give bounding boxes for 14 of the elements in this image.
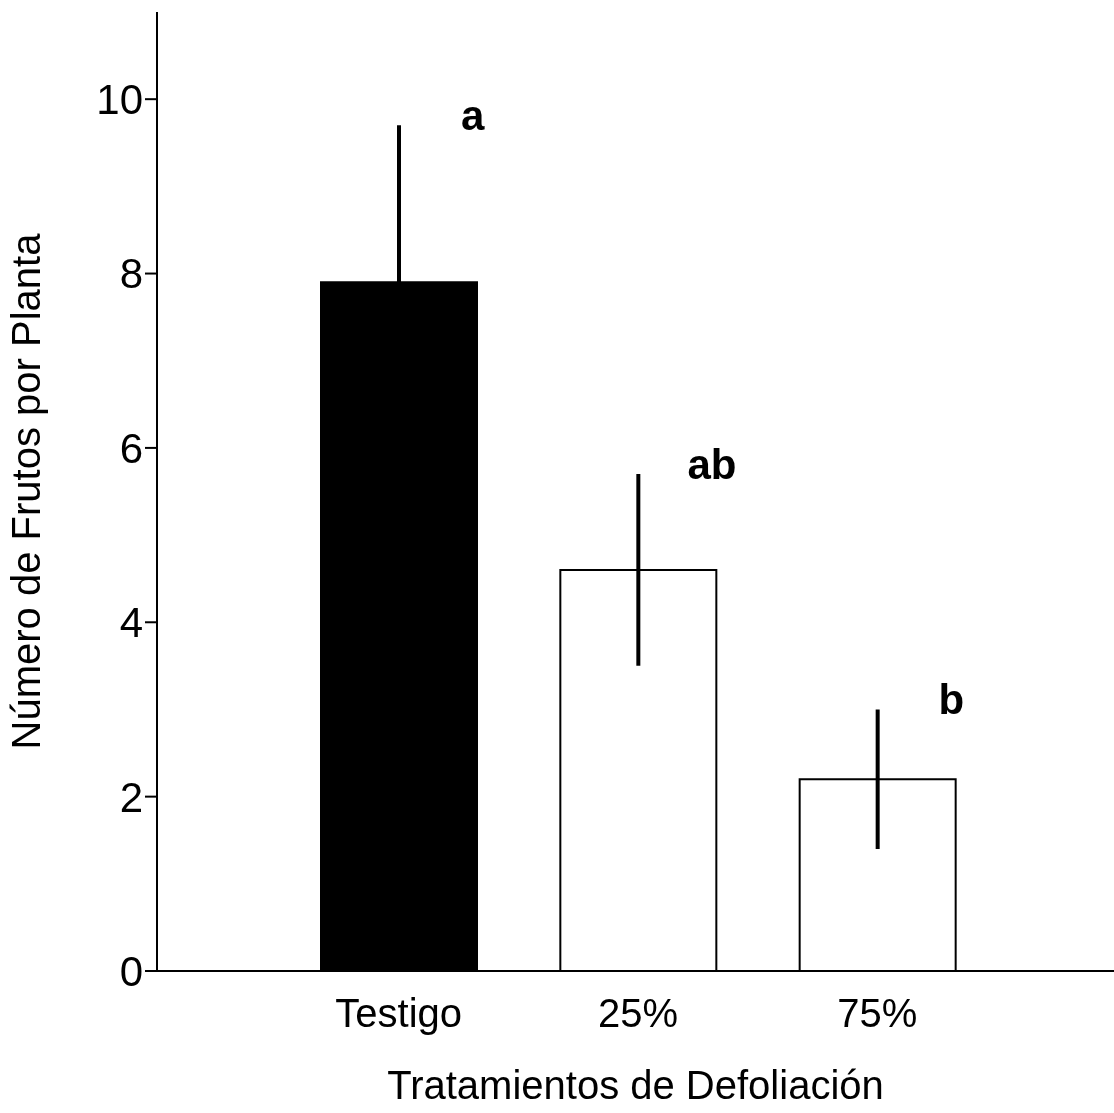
y-tick-label: 10 [96,76,143,124]
y-axis-title: Número de Frutos por Planta [4,232,49,750]
y-tick-label: 4 [119,599,143,647]
y-tick-label: 6 [119,424,143,472]
y-tick-label: 2 [119,773,143,821]
x-tick-label: 25% [597,991,679,1036]
annotation: a [460,92,485,140]
annotation: ab [687,440,737,488]
y-tick-label: 0 [119,947,143,995]
annotation: b [938,676,965,724]
x-axis-title: Tratamientos de Defoliación [387,1063,884,1107]
y-tick-label: 8 [119,250,143,298]
x-tick-label: 75% [837,991,918,1036]
x-tick-label: Testigo [335,991,463,1036]
